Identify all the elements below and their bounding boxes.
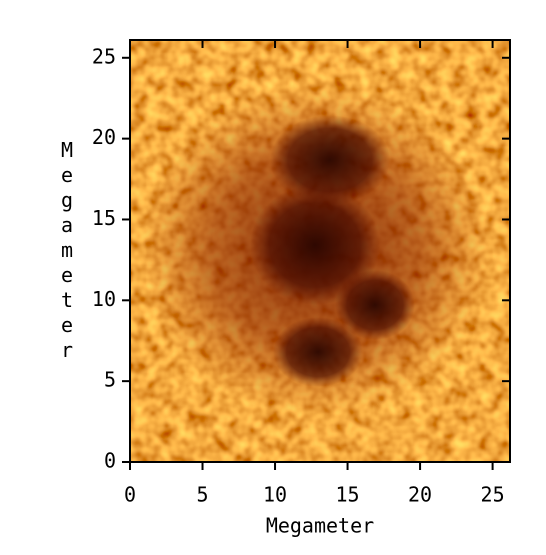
sunspot-image	[130, 40, 510, 462]
y-tick-label: 15	[92, 206, 116, 230]
y-tick-label: 25	[92, 44, 116, 68]
y-tick-label: 20	[92, 125, 116, 149]
plot-frame	[129, 39, 511, 463]
y-tick-label: 5	[104, 368, 116, 392]
y-axis-label: Megameter	[55, 138, 79, 363]
y-tick-label: 0	[104, 449, 116, 473]
x-tick-label: 20	[408, 483, 432, 507]
x-tick-label: 15	[336, 483, 360, 507]
y-tick-label: 10	[92, 287, 116, 311]
x-tick-label: 5	[196, 483, 208, 507]
x-tick-label: 10	[263, 483, 287, 507]
x-tick-label: 25	[481, 483, 505, 507]
x-tick-label: 0	[124, 483, 136, 507]
x-axis-label: Megameter	[266, 514, 374, 538]
